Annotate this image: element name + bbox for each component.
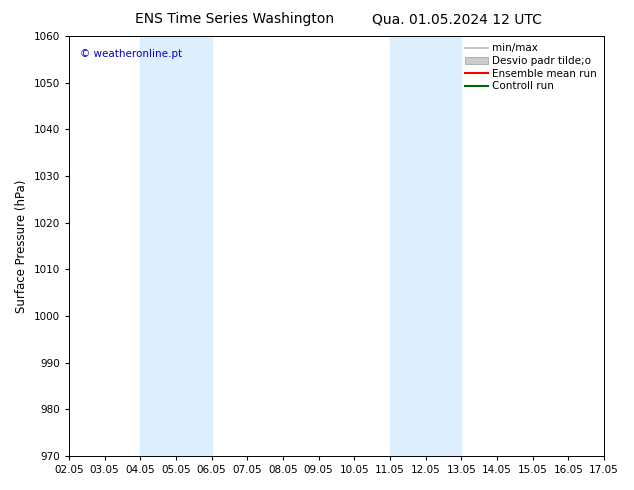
Y-axis label: Surface Pressure (hPa): Surface Pressure (hPa) [15, 179, 28, 313]
Bar [140, 36, 212, 456]
Text: © weatheronline.pt: © weatheronline.pt [79, 49, 182, 59]
Text: ENS Time Series Washington: ENS Time Series Washington [135, 12, 334, 26]
Bar [390, 36, 462, 456]
Text: Qua. 01.05.2024 12 UTC: Qua. 01.05.2024 12 UTC [372, 12, 541, 26]
Legend: min/max, Desvio padr tilde;o, Ensemble mean run, Controll run: min/max, Desvio padr tilde;o, Ensemble m… [463, 41, 599, 93]
